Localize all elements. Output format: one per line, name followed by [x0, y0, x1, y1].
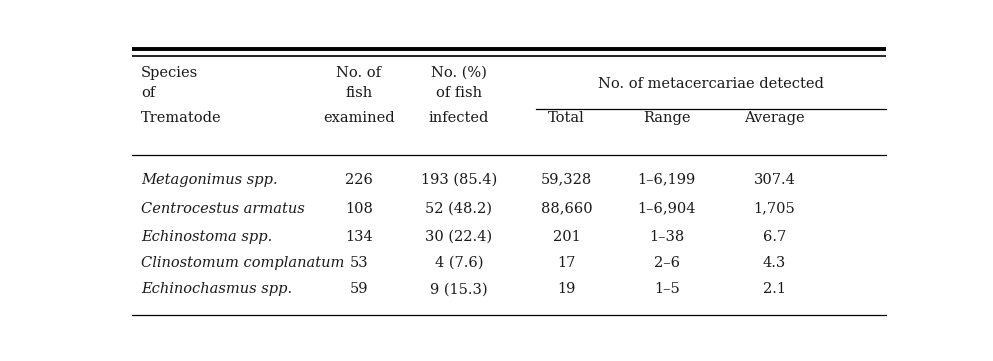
Text: 9 (15.3): 9 (15.3): [430, 282, 488, 296]
Text: No. of metacercariae detected: No. of metacercariae detected: [598, 77, 824, 91]
Text: Metagonimus spp.: Metagonimus spp.: [141, 173, 278, 187]
Text: Trematode: Trematode: [141, 112, 221, 125]
Text: 19: 19: [557, 282, 576, 296]
Text: fish: fish: [346, 86, 372, 100]
Text: 2–6: 2–6: [653, 256, 679, 270]
Text: of: of: [141, 86, 155, 100]
Text: 4 (7.6): 4 (7.6): [435, 256, 484, 270]
Text: 88,660: 88,660: [541, 202, 593, 216]
Text: Echinochasmus spp.: Echinochasmus spp.: [141, 282, 292, 296]
Text: 1–5: 1–5: [653, 282, 679, 296]
Text: No. (%): No. (%): [431, 65, 487, 79]
Text: Echinostoma spp.: Echinostoma spp.: [141, 230, 272, 244]
Text: 1,705: 1,705: [754, 202, 795, 216]
Text: Total: Total: [548, 112, 585, 125]
Text: 52 (48.2): 52 (48.2): [425, 202, 493, 216]
Text: 6.7: 6.7: [763, 230, 786, 244]
Text: 108: 108: [345, 202, 372, 216]
Text: 30 (22.4): 30 (22.4): [425, 230, 493, 244]
Text: Species: Species: [141, 65, 199, 79]
Text: infected: infected: [429, 112, 490, 125]
Text: 59: 59: [350, 282, 368, 296]
Text: Range: Range: [642, 112, 690, 125]
Text: No. of: No. of: [337, 65, 381, 79]
Text: 1–6,904: 1–6,904: [638, 202, 696, 216]
Text: examined: examined: [323, 112, 394, 125]
Text: 2.1: 2.1: [763, 282, 785, 296]
Text: Average: Average: [744, 112, 804, 125]
Text: 226: 226: [345, 173, 372, 187]
Text: 1–38: 1–38: [649, 230, 684, 244]
Text: 53: 53: [350, 256, 368, 270]
Text: Clinostomum complanatum: Clinostomum complanatum: [141, 256, 345, 270]
Text: 4.3: 4.3: [763, 256, 786, 270]
Text: 193 (85.4): 193 (85.4): [421, 173, 497, 187]
Text: Centrocestus armatus: Centrocestus armatus: [141, 202, 305, 216]
Text: 307.4: 307.4: [754, 173, 795, 187]
Text: of fish: of fish: [436, 86, 482, 100]
Text: 134: 134: [345, 230, 372, 244]
Text: 1–6,199: 1–6,199: [638, 173, 696, 187]
Text: 201: 201: [553, 230, 581, 244]
Text: 59,328: 59,328: [541, 173, 592, 187]
Text: 17: 17: [557, 256, 576, 270]
